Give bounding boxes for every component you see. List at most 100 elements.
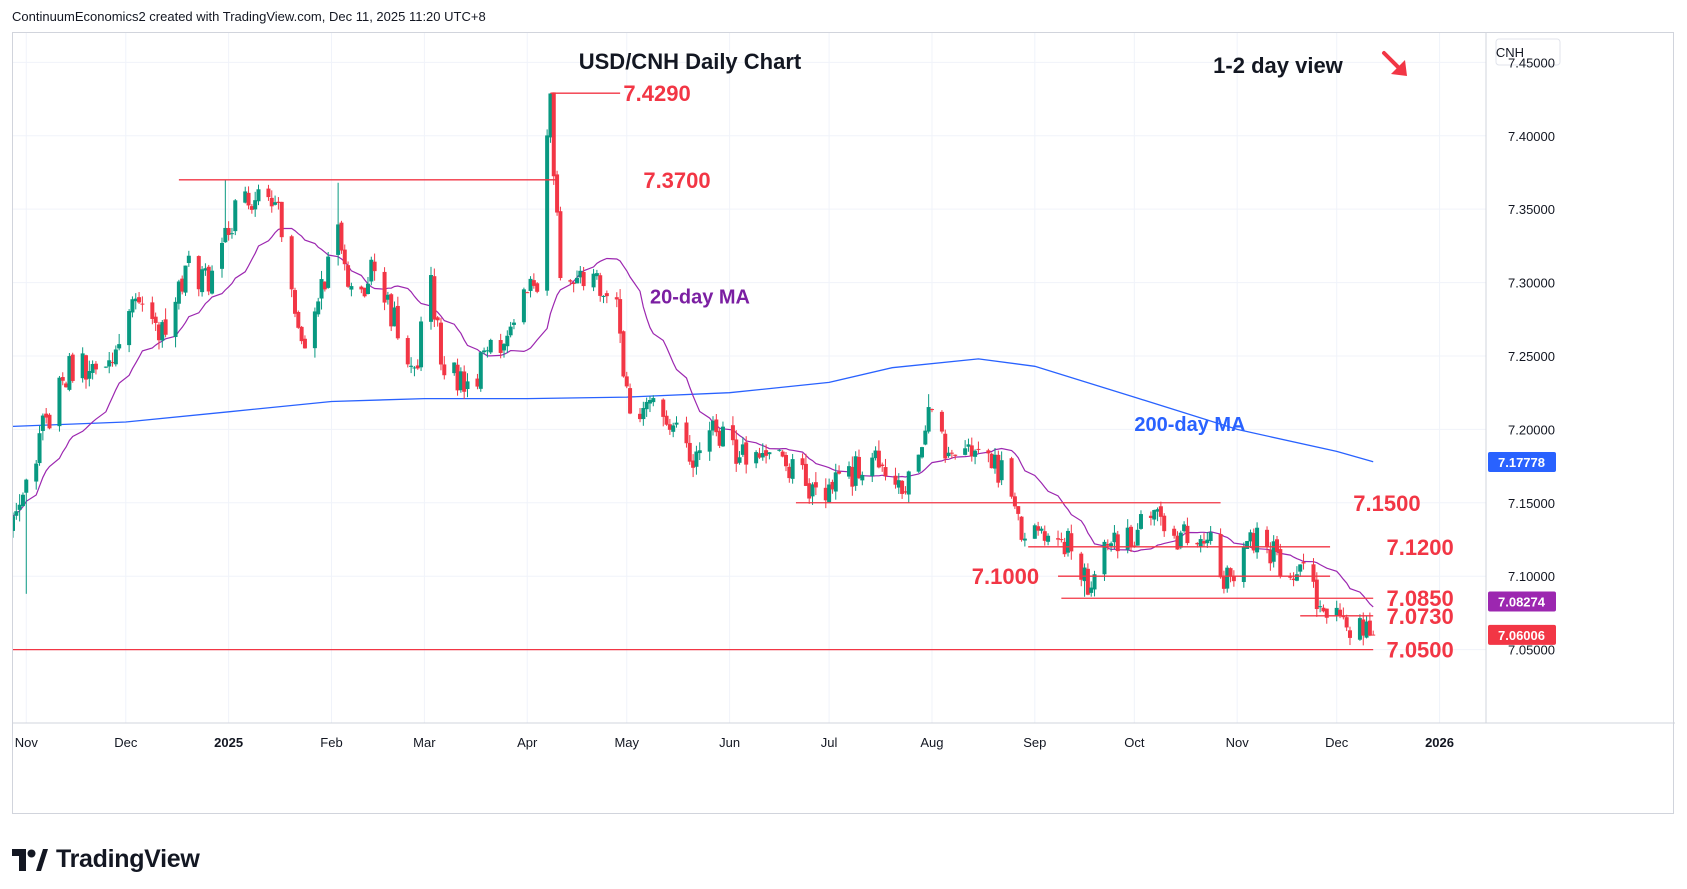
candle-body [711, 420, 716, 431]
candle-body [319, 279, 324, 299]
candle-body [1318, 606, 1323, 608]
candle-body [34, 463, 39, 482]
candle [1102, 539, 1107, 581]
chart-area[interactable]: 7.4290 7.3700 7.1500 7.1200 7.1000 7.0850 7.07… [12, 32, 1675, 815]
time-tick-label: Apr [517, 735, 538, 750]
candle [292, 287, 297, 318]
candle [594, 269, 599, 280]
candle [581, 266, 586, 291]
candle-body [452, 362, 457, 374]
candle [993, 448, 997, 474]
candle-body [1231, 575, 1236, 582]
candle [342, 244, 347, 271]
candle [269, 190, 274, 213]
candle-body [800, 458, 805, 466]
time-tick-label: 2026 [1425, 735, 1454, 750]
candle [906, 470, 911, 503]
candle-body [1198, 539, 1203, 547]
candle-body [339, 222, 344, 251]
candle [1291, 572, 1296, 587]
candle-body [210, 270, 215, 294]
candle-body [156, 324, 161, 341]
candle [405, 335, 410, 368]
candle [103, 366, 108, 369]
candle-body [1298, 564, 1303, 572]
candle [800, 453, 805, 470]
candle-body [229, 233, 234, 235]
candle-body [1162, 515, 1167, 532]
candle [273, 195, 278, 206]
candle-body [687, 442, 692, 462]
candle [458, 367, 463, 393]
candle [1241, 542, 1246, 588]
candle-body [365, 283, 370, 295]
candle-body [93, 363, 98, 370]
candle-body [943, 433, 948, 459]
candle-body [833, 472, 838, 492]
candle-body [1065, 530, 1070, 553]
candle [1019, 516, 1024, 542]
candle [37, 425, 42, 466]
candle [694, 445, 699, 475]
candle-body [37, 433, 42, 464]
time-tick-label: Jun [719, 735, 740, 750]
candle [117, 333, 122, 351]
candle [1042, 525, 1047, 546]
candle [1314, 572, 1319, 617]
candle-body [346, 265, 351, 287]
time-tick-label: 2025 [214, 735, 243, 750]
candle [926, 394, 931, 434]
candle [827, 478, 832, 503]
candle-body [110, 362, 115, 364]
tradingview-logo[interactable]: TradingView [12, 845, 200, 874]
candle [133, 293, 138, 310]
candle-body [651, 398, 656, 403]
candle-body [847, 466, 852, 477]
candle-body [206, 266, 211, 292]
candle-body [555, 174, 560, 213]
candle-body [458, 371, 463, 391]
candle-body [87, 371, 92, 379]
candle [900, 480, 905, 499]
time-tick-label: Dec [114, 735, 138, 750]
candle [1318, 600, 1323, 613]
candle-body [60, 377, 65, 381]
candle [598, 272, 603, 302]
time-tick-label: May [614, 735, 639, 750]
candle [1347, 626, 1352, 646]
candle-body [435, 317, 440, 321]
candle [780, 449, 785, 458]
candle [744, 436, 749, 474]
candle [382, 267, 387, 311]
candle-body [926, 407, 931, 432]
candle-body [1265, 529, 1270, 548]
candle-body [180, 278, 185, 292]
candle-body [405, 338, 410, 365]
candle-body [920, 447, 925, 458]
candle-body [226, 228, 231, 235]
candle [1009, 456, 1014, 499]
candle-body [1221, 576, 1226, 589]
candle-body [717, 430, 722, 446]
candle-body [80, 353, 85, 379]
price-chart[interactable]: 7.4290 7.3700 7.1500 7.1200 7.1000 7.08507.07… [13, 33, 1675, 815]
candle-body [1069, 533, 1074, 552]
candle-body [1172, 528, 1177, 536]
candle [1162, 513, 1167, 537]
candle-body [183, 265, 188, 293]
candle-body [1092, 574, 1097, 590]
candle [1294, 566, 1299, 582]
candle-body [1155, 509, 1160, 512]
candle [1221, 570, 1226, 594]
candle-body [153, 316, 158, 323]
candle-body [1364, 621, 1369, 638]
candle-body [803, 463, 808, 486]
level-label: 7.4290 [623, 81, 690, 106]
candle [229, 227, 234, 239]
candle [783, 451, 788, 472]
candle-body [465, 381, 470, 390]
candle-body [173, 301, 178, 338]
candle [1198, 535, 1203, 553]
candle [850, 456, 855, 496]
candle [220, 237, 225, 278]
